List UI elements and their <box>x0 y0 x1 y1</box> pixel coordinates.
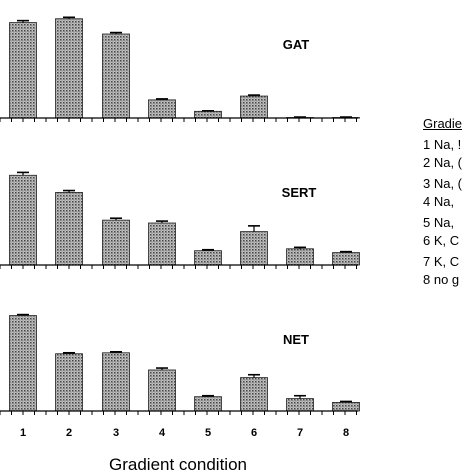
x-tick-label-2: 2 <box>66 427 72 439</box>
panel-net: NET <box>0 313 360 415</box>
x-tick-labels: 1 2 3 4 5 6 7 8 <box>20 427 349 439</box>
bar-2 <box>55 18 83 119</box>
legend-item-1: 1 Na, ! <box>423 137 462 152</box>
bar-2 <box>55 192 83 266</box>
bar-1 <box>9 174 37 266</box>
legend-item-2: 2 Na, ( <box>423 155 463 170</box>
chart-panels: GAT SERT NET <box>0 16 360 415</box>
bar-1 <box>9 22 37 119</box>
bar-1 <box>9 315 37 412</box>
bar-4 <box>148 369 176 412</box>
panel-label-net: NET <box>283 332 309 347</box>
bar-3 <box>102 33 130 119</box>
bar-6 <box>240 95 268 119</box>
bar-5 <box>194 110 222 119</box>
legend-item-5: 5 Na, <box>423 215 455 230</box>
legend-item-3: 3 Na, ( <box>423 176 463 191</box>
legend-item-7: 7 K, C <box>423 254 460 269</box>
bar-4 <box>148 222 176 266</box>
bar-8 <box>332 402 360 412</box>
legend-items: 1 Na, ! 2 Na, ( 3 Na, ( 4 Na, 5 Na, 6 K, C 7 K… <box>423 138 474 286</box>
legend-item-6: 6 K, C <box>423 233 460 248</box>
bar-2 <box>55 353 83 412</box>
bar-3 <box>102 352 130 412</box>
bar-6 <box>240 231 268 266</box>
bar-7 <box>286 248 314 266</box>
legend-title: Gradie <box>423 116 463 131</box>
legend-item-4: 4 Na, <box>423 194 455 209</box>
x-axis-label: Gradient condition <box>109 455 247 474</box>
panel-sert: SERT <box>0 171 360 269</box>
bar-5 <box>194 250 222 266</box>
bar-6 <box>240 377 268 412</box>
x-tick-label-6: 6 <box>251 427 257 439</box>
panel-gat: GAT <box>0 16 360 122</box>
legend-item-8: 8 no g <box>423 272 460 287</box>
bar-8 <box>332 252 360 266</box>
bar-7 <box>286 398 314 412</box>
bar-3 <box>102 219 130 266</box>
bar-5 <box>194 396 222 412</box>
panel-label-gat: GAT <box>283 37 310 52</box>
panel-label-sert: SERT <box>282 185 317 200</box>
x-tick-label-1: 1 <box>20 427 26 439</box>
bar-4 <box>148 99 176 119</box>
x-tick-label-3: 3 <box>113 427 119 439</box>
legend: Gradie 1 Na, ! 2 Na, ( 3 Na, ( 4 Na, 5 Na, 6 … <box>423 117 474 286</box>
x-tick-label-7: 7 <box>297 427 303 439</box>
x-tick-label-5: 5 <box>205 427 211 439</box>
x-tick-label-4: 4 <box>159 427 166 439</box>
x-tick-label-8: 8 <box>343 427 349 439</box>
